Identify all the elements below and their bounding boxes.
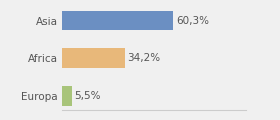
Bar bbox=[62, 11, 173, 30]
Text: 34,2%: 34,2% bbox=[128, 53, 161, 63]
Text: 5,5%: 5,5% bbox=[74, 91, 101, 101]
Bar bbox=[62, 86, 72, 106]
Text: 60,3%: 60,3% bbox=[176, 15, 209, 26]
Bar bbox=[62, 48, 125, 68]
